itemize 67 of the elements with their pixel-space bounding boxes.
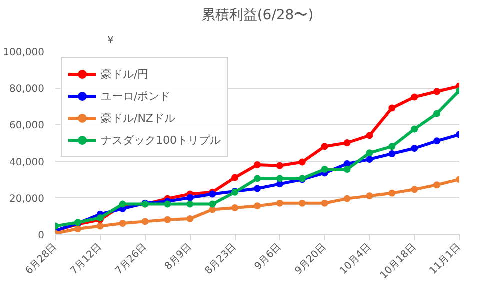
point [254, 161, 261, 168]
point [434, 138, 441, 145]
x-tick-label: 6月28日 [24, 242, 60, 278]
point [388, 190, 396, 197]
x-tick-label: 8月23日 [204, 242, 239, 278]
x-tick-label: 9月20日 [293, 242, 329, 278]
y-tick-label: 0 [38, 230, 45, 242]
point [164, 216, 172, 224]
legend-label: ナスダック100トリプル [101, 132, 221, 148]
point [434, 110, 441, 118]
x-tick-label: 10月18日 [378, 242, 419, 282]
legend-label: ユーロ/ポンド [101, 88, 171, 104]
legend-label: 豪ドル/円 [101, 66, 149, 82]
y-tick-label: 60,000 [10, 120, 45, 132]
point [254, 185, 261, 192]
point [142, 218, 149, 226]
point [186, 200, 194, 208]
point [209, 200, 216, 208]
y-tick-label: 100,000 [3, 48, 45, 58]
point [74, 226, 82, 233]
x-tick-label: 7月12日 [68, 242, 104, 278]
point [119, 220, 126, 228]
point [232, 174, 239, 182]
point [276, 180, 284, 188]
y-tick-label: 20,000 [10, 194, 45, 205]
point [254, 202, 261, 210]
x-tick-label: 7月26日 [114, 242, 150, 278]
point [388, 150, 396, 158]
point [276, 175, 284, 182]
point [434, 182, 441, 189]
x-tick-label: 9月6日 [252, 242, 284, 273]
point [186, 194, 194, 202]
point [366, 156, 374, 163]
point [209, 206, 216, 214]
point [388, 143, 396, 150]
legend-label: 豪ドル/NZドル [101, 110, 176, 126]
y-tick-label: 80,000 [10, 84, 45, 96]
x-tick-label: 11月1日 [428, 242, 464, 278]
point [321, 166, 328, 174]
point [96, 222, 104, 230]
point [434, 88, 441, 96]
point [344, 166, 351, 174]
point [276, 162, 284, 170]
point [411, 126, 418, 133]
y-axis-title: ¥ [108, 36, 114, 46]
point [388, 104, 396, 112]
point [344, 195, 351, 202]
x-tick-label: 10月4日 [338, 242, 374, 278]
point [321, 200, 328, 207]
point [411, 186, 418, 194]
chart-title: 累積利益(6/28〜) [201, 8, 314, 24]
point [254, 175, 261, 182]
point [232, 204, 239, 212]
x-tick-label: 8月9日 [163, 242, 194, 273]
point [411, 94, 418, 101]
point [298, 158, 306, 166]
point [276, 200, 284, 207]
point [298, 200, 306, 207]
point [344, 140, 351, 146]
point [321, 143, 328, 150]
point [186, 215, 194, 222]
y-tick-label: 40,000 [10, 157, 45, 168]
point [164, 200, 172, 208]
point [366, 150, 374, 157]
point [411, 144, 418, 152]
point [366, 192, 374, 200]
point [366, 132, 374, 140]
